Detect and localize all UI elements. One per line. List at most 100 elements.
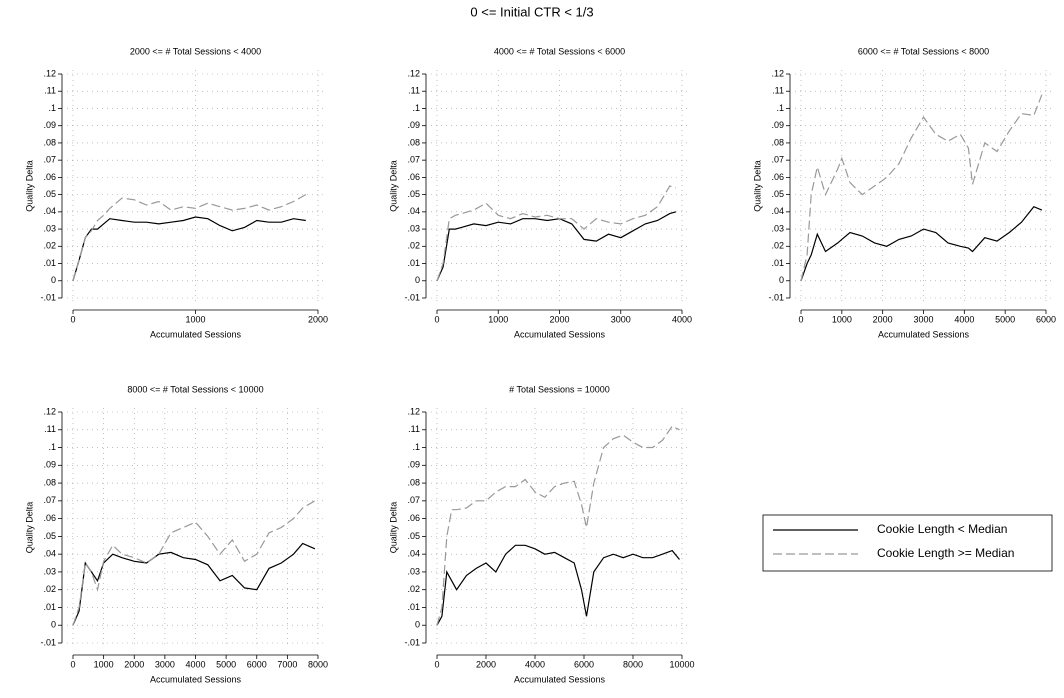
y-tick-label: .03: [771, 223, 784, 233]
legend-box: [762, 514, 1053, 572]
y-tick-label: .11: [44, 86, 56, 96]
y-tick-label: .11: [408, 86, 420, 96]
y-tick-label: 0: [415, 620, 420, 630]
y-tick-label: .01: [43, 258, 56, 268]
y-tick-label: -.01: [40, 292, 56, 302]
y-tick-label: .05: [407, 531, 420, 541]
y-tick-label: .07: [407, 155, 420, 165]
y-tick-label: .02: [407, 584, 420, 594]
y-tick-label: .1: [48, 442, 56, 452]
y-tick-label: -.01: [768, 292, 784, 302]
x-tick-label: 0: [434, 659, 439, 669]
x-axis-title: Accumulated Sessions: [514, 329, 606, 339]
y-tick-label: .01: [771, 258, 784, 268]
x-tick-label: 1000: [94, 659, 114, 669]
y-tick-label: 0: [415, 275, 420, 285]
chart-title: 2000 <= # Total Sessions < 4000: [130, 46, 261, 56]
x-tick-label: 2000: [549, 314, 569, 324]
x-tick-label: 6000: [574, 659, 594, 669]
y-tick-label: .01: [407, 602, 420, 612]
x-tick-label: 0: [434, 314, 439, 324]
x-axis-title: Accumulated Sessions: [878, 329, 970, 339]
y-tick-label: .07: [43, 155, 56, 165]
x-tick-label: 7000: [277, 659, 297, 669]
x-tick-label: 2000: [124, 659, 144, 669]
y-tick-label: .12: [43, 68, 56, 78]
data-line: [436, 211, 677, 282]
y-tick-label: .12: [771, 68, 784, 78]
x-tick-label: 0: [70, 314, 75, 324]
y-tick-label: .01: [43, 602, 56, 612]
y-tick-label: .07: [43, 495, 56, 505]
x-tick-label: 1000: [185, 314, 205, 324]
x-axis-title: Accumulated Sessions: [150, 674, 242, 684]
data-line: [800, 94, 1043, 281]
data-line: [72, 500, 316, 626]
y-tick-label: .05: [771, 189, 784, 199]
legend-label: Cookie Length >= Median: [877, 546, 1014, 560]
y-tick-label: -.01: [40, 637, 56, 647]
y-tick-label: .05: [43, 189, 56, 199]
y-tick-label: .1: [776, 103, 784, 113]
y-tick-label: .02: [43, 584, 56, 594]
y-axis-title: Quality Delta: [24, 160, 34, 212]
y-tick-label: .05: [407, 189, 420, 199]
x-tick-label: 5000: [216, 659, 236, 669]
x-tick-label: 2000: [873, 314, 893, 324]
y-tick-label: .09: [43, 120, 56, 130]
data-line: [72, 542, 316, 626]
data-line: [800, 205, 1043, 281]
x-tick-label: 3000: [611, 314, 631, 324]
y-tick-label: .05: [43, 531, 56, 541]
x-tick-label: 0: [798, 314, 803, 324]
x-tick-label: 3000: [155, 659, 175, 669]
x-tick-label: 6000: [1036, 314, 1056, 324]
x-axis-title: Accumulated Sessions: [514, 674, 606, 684]
y-tick-label: .1: [48, 103, 56, 113]
y-tick-label: .06: [407, 172, 420, 182]
data-line: [436, 544, 680, 626]
chart-title: # Total Sessions = 10000: [509, 384, 610, 394]
y-tick-label: .09: [407, 120, 420, 130]
data-line: [436, 185, 677, 281]
chart-title: 4000 <= # Total Sessions < 6000: [494, 46, 625, 56]
y-tick-label: .1: [412, 103, 420, 113]
legend-label: Cookie Length < Median: [877, 522, 1007, 536]
x-tick-label: 8000: [308, 659, 328, 669]
y-axis-title: Quality Delta: [24, 502, 34, 554]
y-tick-label: 0: [51, 275, 56, 285]
data-line: [72, 194, 307, 281]
y-tick-label: -.01: [404, 637, 420, 647]
x-tick-label: 5000: [995, 314, 1015, 324]
x-tick-label: 1000: [488, 314, 508, 324]
chart-title: 8000 <= # Total Sessions < 10000: [127, 384, 263, 394]
y-tick-label: .02: [407, 241, 420, 251]
y-tick-label: .03: [407, 566, 420, 576]
y-tick-label: .07: [407, 495, 420, 505]
x-axis-title: Accumulated Sessions: [150, 329, 242, 339]
y-tick-label: .04: [43, 206, 56, 216]
y-tick-label: .11: [408, 424, 420, 434]
y-tick-label: -.01: [404, 292, 420, 302]
x-tick-label: 10000: [669, 659, 694, 669]
y-tick-label: .02: [771, 241, 784, 251]
y-tick-label: .04: [407, 206, 420, 216]
data-line: [72, 216, 306, 281]
x-tick-label: 4000: [525, 659, 545, 669]
y-tick-label: .08: [43, 477, 56, 487]
y-tick-label: 0: [779, 275, 784, 285]
y-tick-label: .12: [407, 68, 420, 78]
x-tick-label: 2000: [308, 314, 328, 324]
y-tick-label: .08: [407, 137, 420, 147]
x-tick-label: 0: [70, 659, 75, 669]
y-tick-label: .11: [772, 86, 784, 96]
y-tick-label: .09: [771, 120, 784, 130]
y-axis-title: Quality Delta: [388, 160, 398, 212]
y-tick-label: .03: [43, 566, 56, 576]
y-tick-label: .03: [407, 223, 420, 233]
y-tick-label: .07: [771, 155, 784, 165]
y-axis-title: Quality Delta: [388, 502, 398, 554]
x-tick-label: 1000: [832, 314, 852, 324]
y-tick-label: .09: [43, 460, 56, 470]
y-tick-label: .1: [412, 442, 420, 452]
